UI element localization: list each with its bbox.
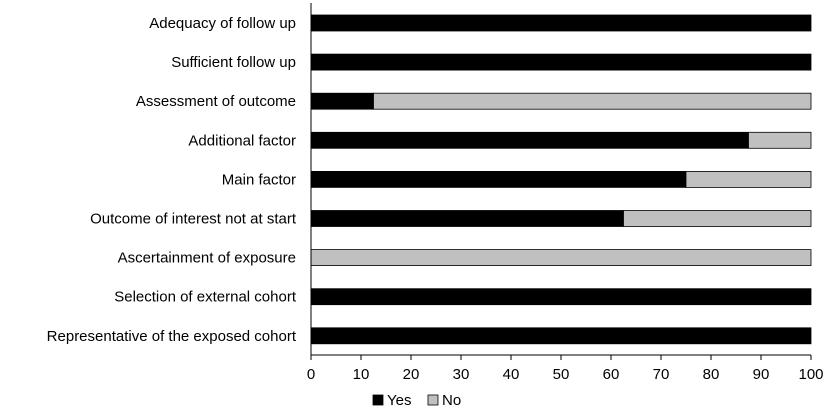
legend-label-yes: Yes (387, 392, 411, 409)
legend-swatch-no (427, 394, 439, 406)
x-tick-label: 0 (307, 366, 315, 383)
bar-no-6 (310, 249, 812, 267)
legend: Yes No (372, 392, 461, 409)
category-label: Additional factor (188, 132, 296, 149)
x-tick-label: 40 (503, 366, 520, 383)
category-label: Main factor (222, 171, 296, 188)
bar-yes-1 (310, 53, 812, 71)
x-axis-ticks: 0 10 20 30 40 50 60 70 80 90 100 (307, 355, 824, 383)
x-tick-label: 90 (753, 366, 770, 383)
bar-yes-3 (310, 131, 749, 149)
bar-yes-0 (310, 14, 812, 32)
legend-swatch-yes (372, 394, 384, 406)
category-label: Representative of the exposed cohort (47, 328, 297, 345)
bar-yes-8 (310, 327, 812, 345)
category-label: Selection of external cohort (114, 289, 297, 306)
bar-no-5 (623, 210, 812, 227)
x-tick-label: 30 (453, 366, 470, 383)
bar-no-3 (748, 131, 812, 149)
x-tick-label: 80 (703, 366, 720, 383)
category-label: Adequacy of follow up (149, 15, 296, 32)
x-tick-label: 100 (798, 366, 823, 383)
category-label: Assessment of outcome (136, 93, 296, 110)
x-tick-label: 70 (653, 366, 670, 383)
x-tick-label: 50 (553, 366, 570, 383)
bar-yes-2 (310, 92, 374, 110)
bar-no-4 (685, 170, 812, 188)
category-label: Ascertainment of exposure (118, 250, 296, 267)
bar-yes-5 (310, 210, 624, 227)
category-label: Sufficient follow up (171, 54, 296, 71)
x-tick-label: 20 (403, 366, 420, 383)
legend-label-no: No (442, 392, 461, 409)
bar-yes-7 (310, 288, 812, 306)
bar-no-2 (373, 92, 812, 110)
category-label: Outcome of interest not at start (90, 211, 297, 228)
bars-layer (310, 14, 812, 345)
bar-yes-4 (310, 170, 687, 188)
category-labels: Adequacy of follow up Sufficient follow u… (47, 15, 297, 345)
x-tick-label: 60 (603, 366, 620, 383)
x-tick-label: 10 (353, 366, 370, 383)
